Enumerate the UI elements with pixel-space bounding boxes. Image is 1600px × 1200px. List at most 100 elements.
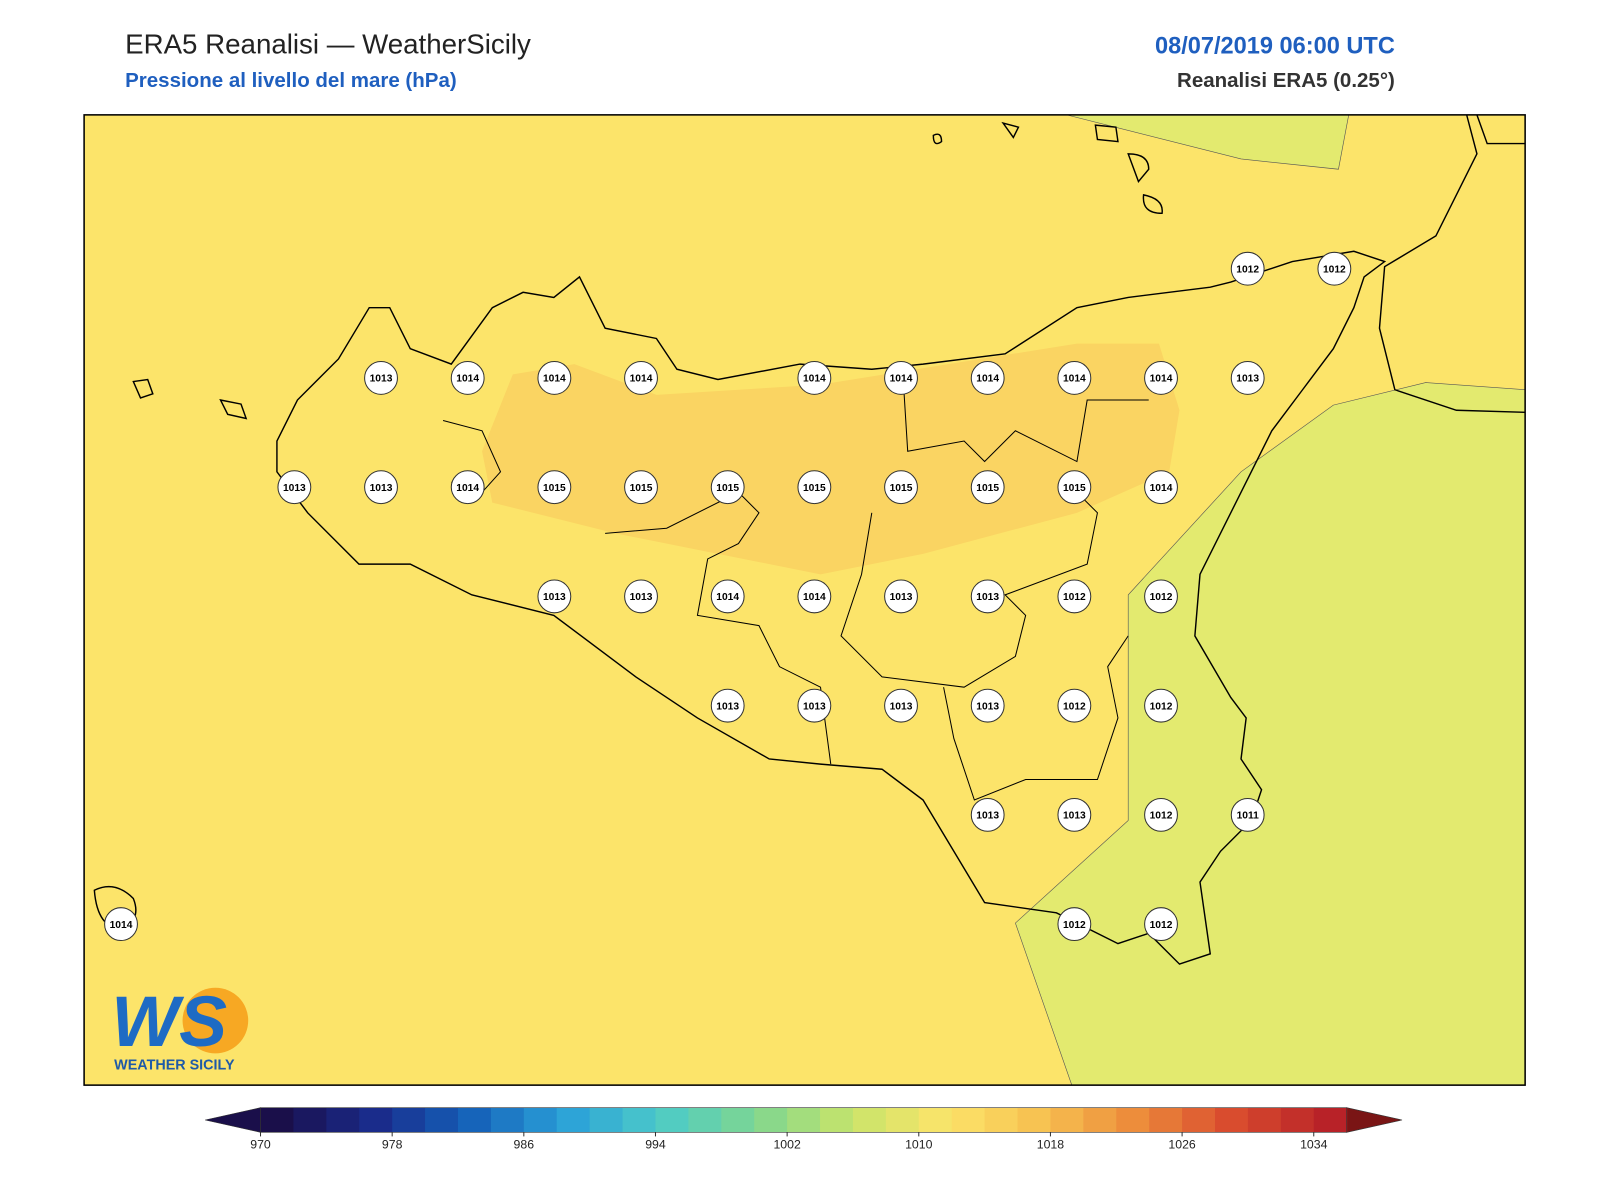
colorbar-segment xyxy=(359,1107,393,1133)
station-marker xyxy=(1144,579,1178,614)
station-value: 1013 xyxy=(890,701,913,712)
station-marker xyxy=(1144,470,1178,505)
station-value: 1012 xyxy=(1150,701,1173,712)
station-value: 1014 xyxy=(803,374,826,385)
date: 08/07/2019 06:00 UTC xyxy=(1155,32,1395,58)
station: 1013 xyxy=(1230,361,1265,395)
station-marker xyxy=(537,361,572,395)
station-value: 1012 xyxy=(1063,592,1086,603)
station: 1012 xyxy=(1057,579,1092,614)
station-marker xyxy=(450,470,485,505)
colorbar-segment xyxy=(1017,1107,1051,1133)
station-value: 1015 xyxy=(890,483,913,494)
colorbar-segment xyxy=(523,1107,558,1133)
colorbar-segment xyxy=(820,1107,854,1133)
colorbar-segment xyxy=(754,1107,788,1133)
colorbar-segment xyxy=(721,1107,755,1133)
station: 1014 xyxy=(1144,361,1178,395)
station: 1014 xyxy=(710,579,745,614)
station-value: 1012 xyxy=(1323,264,1346,275)
station-marker xyxy=(797,361,832,395)
station-value: 1012 xyxy=(1150,592,1173,603)
colorbar-segment xyxy=(1247,1107,1282,1133)
station: 1012 xyxy=(1057,907,1092,942)
colorbar-segment xyxy=(1215,1107,1249,1133)
station: 1013 xyxy=(537,579,572,614)
station-marker xyxy=(1317,251,1352,286)
station-marker xyxy=(277,470,312,505)
station: 1013 xyxy=(1057,797,1092,832)
station: 1013 xyxy=(710,688,745,723)
station: 1014 xyxy=(1144,470,1178,505)
station-marker xyxy=(1057,688,1092,723)
station-value: 1011 xyxy=(1237,811,1260,822)
station-value: 1013 xyxy=(370,483,393,494)
colorbar-tick-label: 994 xyxy=(645,1138,666,1152)
station-marker xyxy=(970,797,1005,832)
station: 1014 xyxy=(1057,361,1092,395)
station-marker xyxy=(624,361,658,395)
station-value: 1015 xyxy=(543,483,566,494)
colorbar-tick-label: 1018 xyxy=(1037,1138,1065,1152)
station-marker xyxy=(364,470,398,505)
station: 1013 xyxy=(364,470,398,505)
station-marker xyxy=(364,361,398,395)
station: 1015 xyxy=(797,470,832,505)
station: 1015 xyxy=(1057,470,1092,505)
station-value: 1013 xyxy=(716,701,739,712)
station: 1014 xyxy=(797,361,832,395)
station-value: 1012 xyxy=(1150,811,1173,822)
colorbar-segment xyxy=(885,1107,920,1133)
station-marker xyxy=(970,579,1005,614)
station: 1015 xyxy=(537,470,572,505)
station: 1014 xyxy=(537,361,572,395)
colorbar-segment xyxy=(556,1107,591,1133)
station: 1012 xyxy=(1057,688,1092,723)
station: 1011 xyxy=(1230,797,1265,832)
station-marker xyxy=(710,688,745,723)
colorbar-segment xyxy=(1083,1107,1117,1133)
station-value: 1013 xyxy=(630,592,653,603)
station-marker xyxy=(710,470,745,505)
station-marker xyxy=(537,470,572,505)
station-value: 1013 xyxy=(976,811,999,822)
colorbar-segment xyxy=(392,1107,426,1133)
colorbar-segment xyxy=(1182,1107,1216,1133)
station: 1012 xyxy=(1317,251,1352,286)
station-marker xyxy=(797,688,832,723)
station: 1012 xyxy=(1230,251,1265,286)
station-value: 1015 xyxy=(803,483,826,494)
station-marker xyxy=(1057,907,1092,942)
station: 1012 xyxy=(1144,797,1178,832)
colorbar-segment xyxy=(457,1107,492,1133)
station-value: 1012 xyxy=(1236,264,1259,275)
station-marker xyxy=(970,688,1005,723)
map: 1012 1012 1013 1014 1014 1014 1014 1014 1014 1014… xyxy=(83,114,1526,1086)
station-value: 1014 xyxy=(976,374,999,385)
source: Reanalisi ERA5 (0.25°) xyxy=(1177,69,1395,92)
station: 1013 xyxy=(277,470,312,505)
station-marker xyxy=(537,579,572,614)
station-value: 1013 xyxy=(890,592,913,603)
station: 1012 xyxy=(1144,907,1178,942)
colorbar-tick-label: 986 xyxy=(514,1138,535,1152)
logo-mark: WS xyxy=(111,982,227,1062)
station: 1014 xyxy=(450,470,485,505)
colorbar-tick-label: 1010 xyxy=(905,1138,933,1152)
logo-caption: WEATHER SICILY xyxy=(114,1058,235,1074)
colorbar-segment xyxy=(688,1107,722,1133)
colorbar-tick-label: 970 xyxy=(250,1138,271,1152)
station: 1012 xyxy=(1144,688,1178,723)
colorbar-segment xyxy=(852,1107,887,1133)
field-1014 xyxy=(482,343,1180,575)
station-value: 1015 xyxy=(716,483,739,494)
station-value: 1013 xyxy=(976,701,999,712)
station-marker xyxy=(1057,361,1092,395)
station-marker xyxy=(797,579,832,614)
station-value: 1014 xyxy=(456,483,479,494)
colorbar-frame xyxy=(260,1107,1347,1133)
station: 1015 xyxy=(624,470,658,505)
station-value: 1014 xyxy=(1150,374,1173,385)
station: 1014 xyxy=(797,579,832,614)
